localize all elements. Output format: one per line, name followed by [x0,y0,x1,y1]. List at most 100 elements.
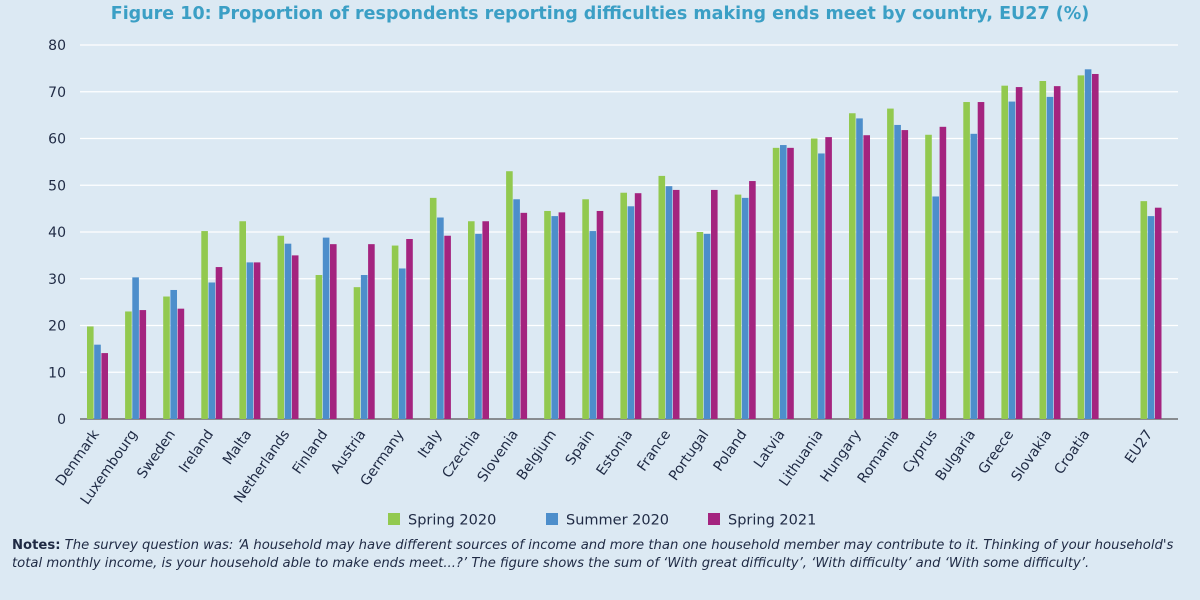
bar-spring-2020 [810,138,818,419]
bar-spring-2021 [711,189,718,419]
bar-summer-2020 [1046,96,1054,419]
bar-spring-2021 [672,189,680,419]
bar-spring-2020 [506,171,513,419]
bar-spring-2020 [963,102,970,419]
bar-summer-2020 [780,145,787,420]
legend-swatch [388,513,400,525]
bar-summer-2020 [94,344,101,419]
bar-spring-2020 [277,235,285,419]
bar-spring-2020 [849,113,856,419]
bar-spring-2021 [787,147,794,419]
bar-summer-2020 [322,237,330,419]
bar-spring-2021 [1053,86,1061,419]
bar-spring-2021 [977,102,985,419]
bar-spring-2020 [582,199,589,419]
x-tick-label: Poland [711,427,751,474]
x-tick-label: Ireland [176,427,217,476]
bar-spring-2020 [544,210,551,419]
bar-spring-2020 [468,221,475,419]
bar-spring-2021 [444,235,451,419]
legend-label: Summer 2020 [566,513,669,529]
bar-spring-2021 [1015,87,1023,419]
bar-spring-2020 [201,231,208,419]
bar-summer-2020 [970,133,978,419]
x-tick-label: Latvia [751,427,789,471]
x-tick-label: Malta [220,427,255,468]
legend-label: Spring 2021 [728,513,816,529]
bar-spring-2020 [658,175,666,419]
y-tick-label: 70 [48,85,66,101]
bar-summer-2020 [856,118,863,420]
legend-swatch [546,513,558,525]
bar-spring-2021 [177,308,185,419]
notes: Notes: The survey question was: ‘A house… [12,537,1192,573]
y-tick-label: 60 [48,132,66,148]
bar-spring-2021 [291,255,299,419]
bar-summer-2020 [132,277,139,419]
bar-spring-2021 [939,126,947,419]
y-tick-label: 30 [48,272,66,288]
x-tick-label: Cyprus [900,427,941,476]
bar-spring-2020 [163,296,170,419]
bar-summer-2020 [170,289,177,419]
bar-summer-2020 [665,186,673,419]
x-tick-label: Belgium [514,427,560,483]
x-tick-label: Austria [328,427,369,477]
bar-summer-2020 [437,217,444,419]
bar-spring-2020 [734,194,742,419]
bar-spring-2021 [1092,73,1099,420]
x-tick-label: Sweden [134,427,179,481]
bar-summer-2020 [284,243,292,419]
bar-spring-2020 [1077,75,1085,419]
bar-summer-2020 [399,268,406,419]
legend-swatch [708,513,720,525]
bar-spring-2021 [215,267,223,419]
bar-spring-2020 [391,245,399,419]
bar-spring-2021 [596,210,604,419]
bar-spring-2020 [125,311,132,419]
bar-summer-2020 [932,196,939,419]
x-tick-label: EU27 [1122,427,1156,466]
x-tick-label: Spain [563,427,599,468]
y-tick-label: 50 [48,178,66,194]
bar-summer-2020 [1084,69,1092,419]
legend-label: Spring 2020 [408,513,496,529]
bar-spring-2021 [901,130,909,419]
bar-spring-2020 [1140,201,1148,419]
bar-summer-2020 [627,206,635,419]
x-tick-label: France [634,427,674,474]
bar-summer-2020 [589,231,597,419]
bar-spring-2021 [520,212,528,419]
notes-text: The survey question was: ‘A household ma… [12,538,1174,571]
bar-summer-2020 [894,124,901,419]
bar-summer-2020 [741,197,749,419]
y-tick-label: 0 [57,412,66,428]
bar-spring-2020 [1001,85,1008,420]
bar-spring-2020 [353,287,361,419]
y-tick-label: 20 [48,319,66,335]
bar-summer-2020 [475,233,482,419]
bar-spring-2020 [620,192,627,419]
bar-spring-2020 [429,197,437,419]
x-tick-label: Estonia [594,427,637,478]
bar-spring-2020 [87,326,94,419]
bar-summer-2020 [246,262,254,419]
bar-spring-2021 [749,181,756,419]
y-tick-label: 10 [48,365,66,381]
bar-summer-2020 [703,233,711,419]
x-tick-label: Italy [415,427,446,461]
bar-spring-2020 [887,108,894,419]
x-tick-label: Greece [975,427,1017,477]
y-tick-label: 80 [48,38,66,54]
bar-spring-2021 [253,262,261,419]
bar-summer-2020 [818,153,825,419]
bar-spring-2021 [330,244,337,419]
bar-spring-2021 [634,193,642,419]
y-tick-label: 40 [48,225,66,241]
chart-title: Figure 10: Proportion of respondents rep… [110,4,1090,24]
bar-spring-2020 [925,134,932,419]
bar-spring-2021 [1154,207,1162,419]
bar-summer-2020 [551,216,558,419]
